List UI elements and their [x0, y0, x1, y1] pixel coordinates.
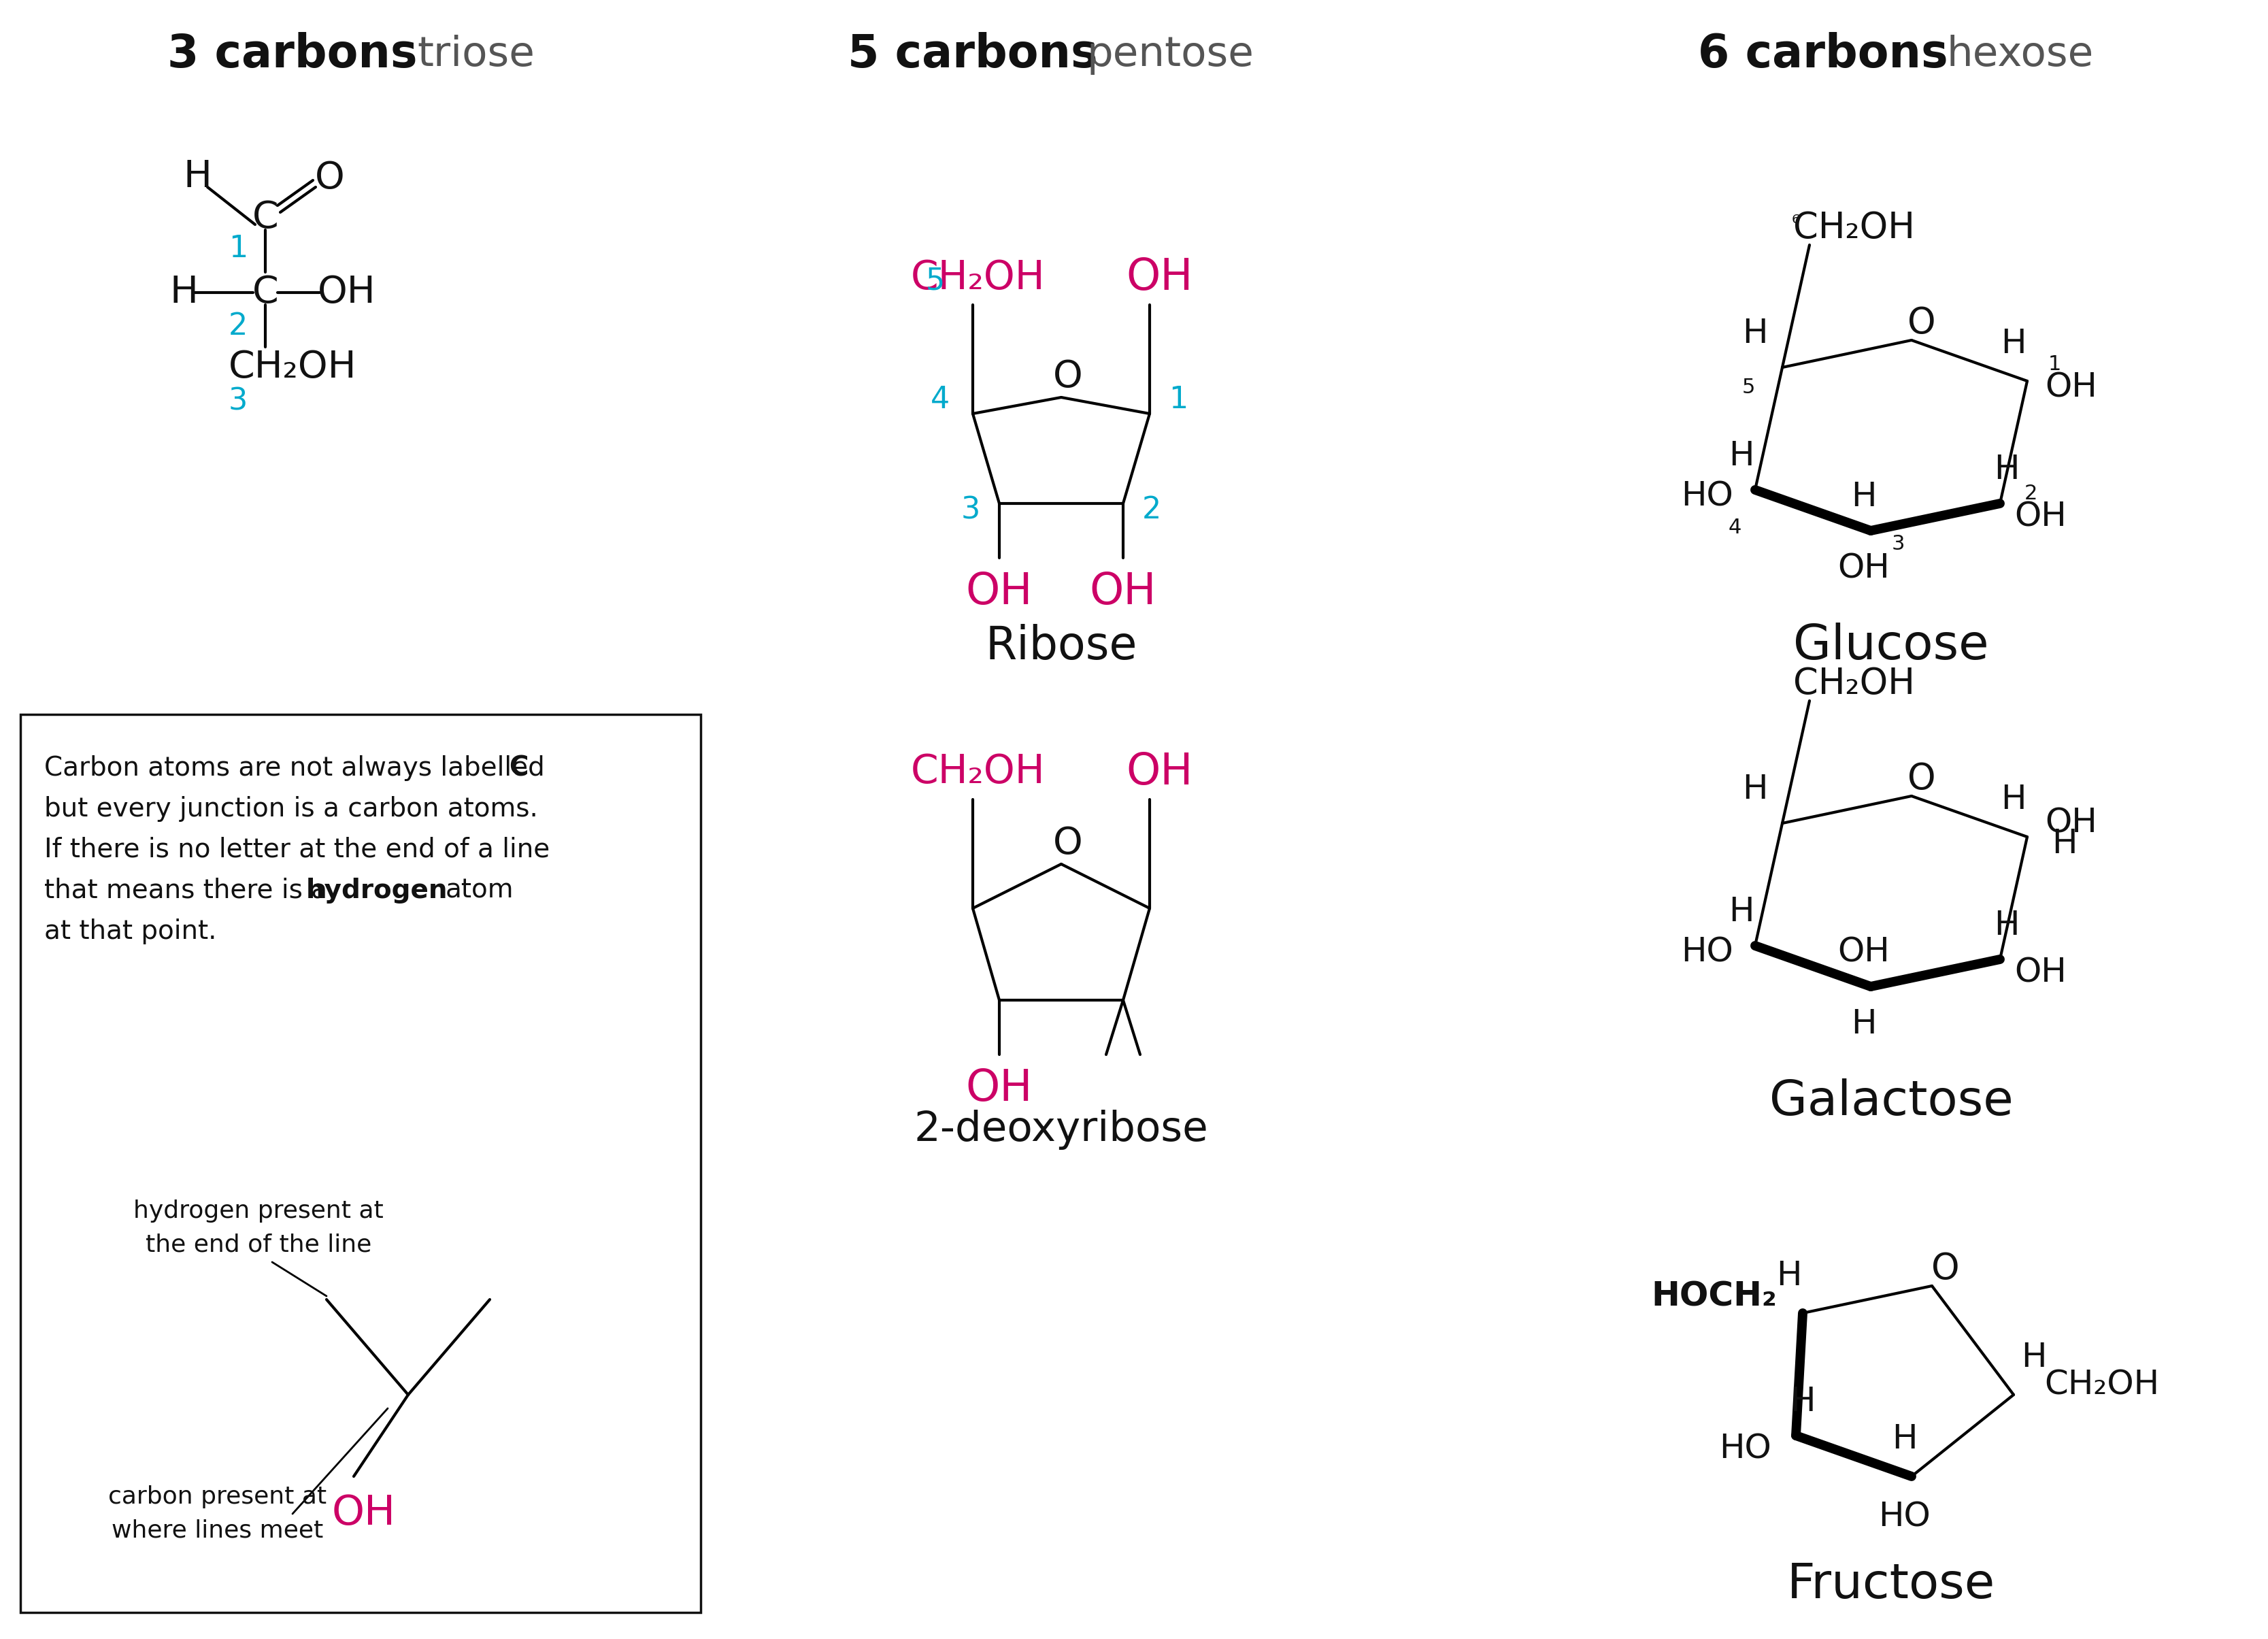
Text: OH: OH	[1127, 751, 1193, 793]
Text: H: H	[1789, 1385, 1814, 1418]
Text: Ribose: Ribose	[984, 624, 1136, 669]
Text: H: H	[2053, 828, 2077, 860]
Text: Carbon atoms are not always labelled: Carbon atoms are not always labelled	[43, 756, 544, 782]
Text: If there is no letter at the end of a line: If there is no letter at the end of a li…	[43, 838, 549, 862]
Text: OH: OH	[1837, 936, 1889, 969]
Text: H: H	[1728, 439, 1753, 472]
Text: H: H	[1776, 1259, 1801, 1292]
Text: 1: 1	[2048, 354, 2062, 374]
Text: H: H	[1994, 452, 2019, 485]
Text: 5: 5	[925, 267, 946, 295]
Text: OH: OH	[966, 570, 1032, 613]
Text: the end of the line: the end of the line	[145, 1234, 372, 1257]
Text: OH: OH	[966, 1067, 1032, 1110]
Text: OH: OH	[2046, 372, 2098, 405]
Text: H: H	[1892, 1423, 1916, 1455]
Text: 2-deoxyribose: 2-deoxyribose	[914, 1110, 1209, 1149]
Text: O: O	[1052, 359, 1082, 395]
Text: C: C	[252, 200, 279, 236]
Text: 3: 3	[962, 495, 980, 524]
Text: O: O	[1932, 1251, 1960, 1287]
Text: at that point.: at that point.	[43, 918, 218, 944]
Text: CH₂OH: CH₂OH	[1794, 665, 1914, 701]
Text: HO: HO	[1719, 1432, 1771, 1465]
Text: 3: 3	[1892, 534, 1905, 554]
Text: H: H	[1728, 895, 1753, 928]
Text: hydrogen present at: hydrogen present at	[134, 1200, 383, 1223]
Text: H: H	[1742, 316, 1767, 349]
Text: OH: OH	[1837, 552, 1889, 585]
Text: Glucose: Glucose	[1794, 623, 1989, 670]
Text: 2: 2	[229, 311, 247, 341]
Text: H: H	[1851, 480, 1876, 513]
Text: CH₂OH: CH₂OH	[2043, 1369, 2159, 1401]
Text: H: H	[2000, 328, 2025, 361]
Text: CH₂OH: CH₂OH	[1794, 210, 1914, 246]
Text: CH₂OH: CH₂OH	[912, 752, 1046, 792]
Text: O: O	[315, 161, 345, 197]
Text: HOCH₂: HOCH₂	[1651, 1280, 1778, 1313]
Text: H: H	[1851, 1008, 1876, 1041]
Text: H: H	[2000, 783, 2025, 816]
Text: 4: 4	[1728, 518, 1742, 538]
Text: where lines meet: where lines meet	[111, 1519, 324, 1542]
Text: H: H	[184, 159, 211, 195]
Text: HO: HO	[1681, 480, 1733, 513]
Text: C: C	[252, 274, 279, 311]
Text: O: O	[1907, 762, 1937, 797]
Text: OH: OH	[318, 274, 376, 311]
Text: atom: atom	[445, 877, 515, 903]
Text: OH: OH	[2014, 957, 2066, 990]
Text: C: C	[508, 756, 528, 782]
Text: 5 carbons: 5 carbons	[848, 33, 1098, 77]
Text: 6 carbons: 6 carbons	[1699, 33, 1948, 77]
Text: pentose: pentose	[1086, 34, 1254, 74]
Text: carbon present at: carbon present at	[109, 1485, 327, 1508]
Text: 1: 1	[1168, 385, 1188, 415]
Text: O: O	[1907, 305, 1937, 341]
Text: hydrogen: hydrogen	[306, 877, 449, 903]
Text: 5: 5	[1742, 379, 1755, 398]
Bar	[20, 715, 701, 1613]
Text: but every junction is a carbon atoms.: but every junction is a carbon atoms.	[43, 797, 538, 821]
Text: Fructose: Fructose	[1787, 1562, 1996, 1609]
Text: that means there is a: that means there is a	[43, 877, 327, 903]
Text: O: O	[1052, 826, 1082, 862]
Text: OH: OH	[1127, 256, 1193, 298]
Text: 1: 1	[229, 234, 247, 262]
Text: OH: OH	[2046, 806, 2098, 839]
Text: HO: HO	[1878, 1501, 1930, 1534]
Text: 2: 2	[2023, 484, 2037, 503]
Text: 3 carbons: 3 carbons	[168, 33, 417, 77]
Text: ⁶: ⁶	[1792, 215, 1801, 234]
Text: H: H	[1742, 774, 1767, 805]
Text: CH₂OH: CH₂OH	[229, 349, 356, 385]
Text: H: H	[170, 274, 197, 311]
Text: 2: 2	[1143, 495, 1161, 524]
Text: triose: triose	[417, 34, 535, 74]
Text: hexose: hexose	[1946, 34, 2093, 74]
Text: H: H	[2021, 1341, 2046, 1373]
Text: OH: OH	[2014, 502, 2066, 533]
Text: Galactose: Galactose	[1769, 1078, 2014, 1126]
Text: 4: 4	[930, 385, 950, 415]
Text: HO: HO	[1681, 936, 1733, 969]
Text: H: H	[1994, 910, 2019, 942]
Text: OH: OH	[331, 1493, 397, 1534]
Text: CH₂OH: CH₂OH	[912, 259, 1046, 297]
Text: OH: OH	[1089, 570, 1157, 613]
Text: 3: 3	[229, 387, 247, 416]
